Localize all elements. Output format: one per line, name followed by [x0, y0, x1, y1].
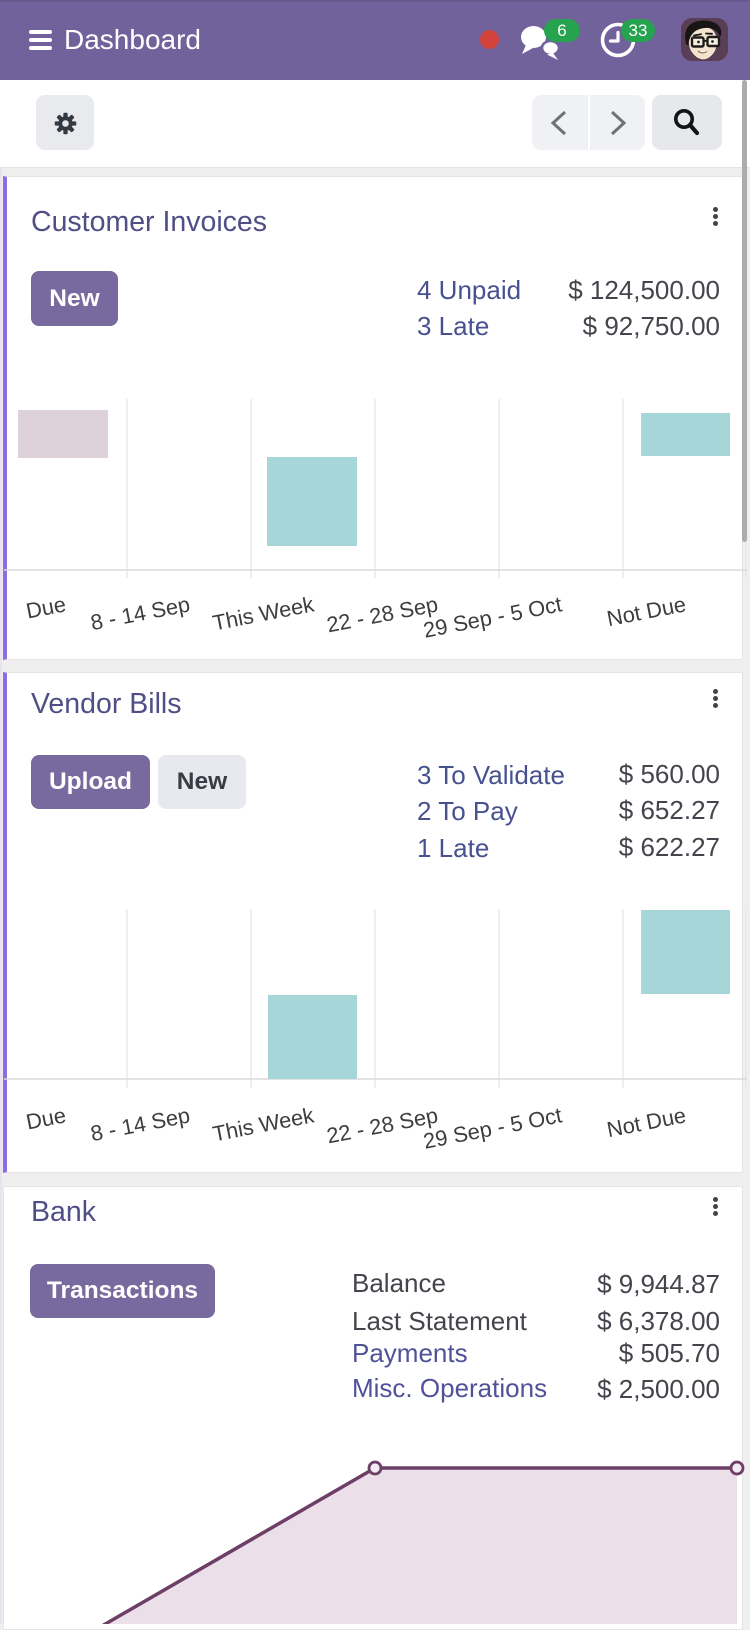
- svg-text:This Week: This Week: [211, 1102, 317, 1146]
- svg-text:29 Sep - 5 Oct: 29 Sep - 5 Oct: [421, 1102, 564, 1153]
- svg-text:Not Due: Not Due: [605, 591, 688, 631]
- svg-text:29 Sep - 5 Oct: 29 Sep - 5 Oct: [421, 591, 564, 642]
- svg-text:Not Due: Not Due: [605, 1102, 688, 1142]
- svg-text:Due: Due: [24, 1102, 68, 1134]
- svg-text:This Week: This Week: [211, 591, 317, 635]
- svg-text:8 - 14 Sep: 8 - 14 Sep: [88, 1102, 192, 1146]
- svg-text:8 - 14 Sep: 8 - 14 Sep: [88, 591, 192, 635]
- svg-text:Due: Due: [24, 591, 68, 623]
